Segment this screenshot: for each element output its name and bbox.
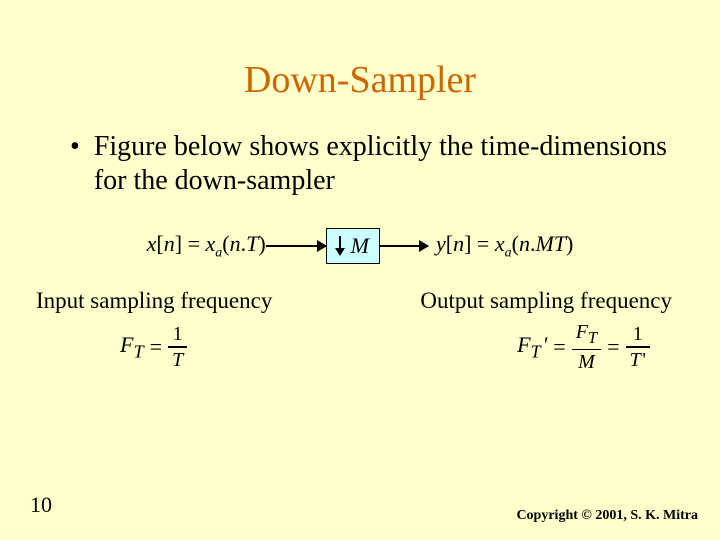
down-arrow-icon bbox=[335, 236, 345, 256]
frequency-equations-row: FT = 1 T FT ' = FT M = 1 T ' bbox=[0, 314, 720, 372]
arrow-out bbox=[380, 245, 428, 247]
page-number: 10 bbox=[30, 492, 52, 518]
downsample-box: M bbox=[326, 228, 380, 264]
input-equation: x[n] = xa(n.T) bbox=[147, 231, 266, 261]
input-freq-equation: FT = 1 T bbox=[120, 322, 187, 372]
downsample-factor: M bbox=[351, 233, 369, 259]
bullet-marker: • bbox=[70, 130, 80, 164]
output-freq-equation: FT ' = FT M = 1 T ' bbox=[517, 322, 650, 372]
copyright-notice: Copyright © 2001, S. K. Mitra bbox=[516, 508, 698, 524]
arrow-in bbox=[266, 245, 326, 247]
bullet-text: Figure below shows explicitly the time-d… bbox=[94, 130, 670, 198]
bullet-item: • Figure below shows explicitly the time… bbox=[0, 102, 720, 198]
frequency-labels-row: Input sampling frequency Output sampling… bbox=[0, 264, 720, 314]
slide-title: Down-Sampler bbox=[0, 0, 720, 102]
input-freq-label: Input sampling frequency bbox=[36, 288, 272, 314]
output-freq-label: Output sampling frequency bbox=[420, 288, 672, 314]
output-equation: y[n] = xa(n.MT) bbox=[436, 231, 573, 261]
block-diagram: x[n] = xa(n.T) M y[n] = xa(n.MT) bbox=[0, 228, 720, 264]
